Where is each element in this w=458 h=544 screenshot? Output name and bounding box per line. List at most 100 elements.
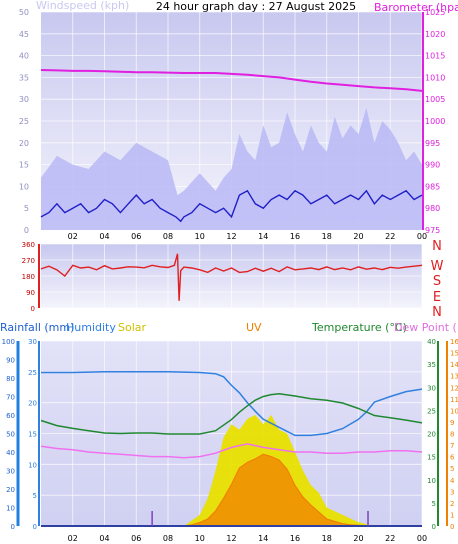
dew-point-tick-label: 1 <box>450 511 454 519</box>
x-tick-label: 20 <box>353 534 363 543</box>
humidity-tick-label: 20 <box>28 400 37 408</box>
dew-point-tick-label: 6 <box>450 454 455 462</box>
x-tick-label: 08 <box>163 534 173 543</box>
rain-tick-label: 90 <box>6 357 15 365</box>
wind-tick-label: 15 <box>19 161 29 170</box>
wind-tick-label: 40 <box>19 52 29 61</box>
x-tick-label: 10 <box>195 232 205 241</box>
direction-tick-label: 90 <box>26 289 35 297</box>
x-tick-label: 12 <box>226 534 236 543</box>
dew-point-tick-label: 0 <box>450 523 454 531</box>
rain-tick-label: 30 <box>6 468 15 476</box>
wind-tick-label: 20 <box>19 139 29 148</box>
barometer-line <box>40 69 423 92</box>
x-tick-label: 10 <box>195 534 205 543</box>
wind-tick-label: 35 <box>19 73 29 82</box>
dew-point-line <box>40 443 423 459</box>
legend-dew-point: Dew Point (°C) <box>394 321 458 334</box>
wind-average-line <box>40 189 423 223</box>
humidity-line <box>41 371 423 437</box>
dew-point-tick-label: 11 <box>450 396 458 404</box>
rain-tick-label: 60 <box>6 412 15 420</box>
barometer-tick-label: 1005 <box>425 95 445 104</box>
x-tick-label: 22 <box>385 534 395 543</box>
dew-point-tick-label: 14 <box>450 361 458 369</box>
x-tick-label: 12 <box>226 232 236 241</box>
dew-point-tick-label: 3 <box>450 488 454 496</box>
x-tick-label: 06 <box>131 534 141 543</box>
temperature-tick-label: 20 <box>427 431 436 439</box>
direction-tick-label: 270 <box>22 257 35 265</box>
dew-point-tick-label: 16 <box>450 338 458 346</box>
humidity-tick-label: 15 <box>28 431 37 439</box>
x-tick-label: 16 <box>290 534 300 543</box>
rain-tick-label: 70 <box>6 394 15 402</box>
x-tick-label: 14 <box>258 534 268 543</box>
dew-point-tick-label: 15 <box>450 350 458 358</box>
compass-label: E <box>433 290 441 305</box>
rain-tick-label: 0 <box>11 523 15 531</box>
wind-tick-label: 45 <box>19 30 29 39</box>
barometer-tick-label: 1000 <box>425 117 445 126</box>
x-tick-label: 00 <box>417 534 427 543</box>
wind-tick-label: 0 <box>24 226 29 235</box>
direction-tick-label: 180 <box>22 273 35 281</box>
uv-area <box>183 454 367 526</box>
compass-label: N <box>432 305 442 320</box>
wind-direction-line <box>40 253 423 301</box>
x-tick-label: 02 <box>68 534 78 543</box>
temperature-tick-label: 35 <box>427 361 436 369</box>
rain-tick-label: 20 <box>6 486 15 494</box>
temperature-tick-label: 0 <box>432 523 436 531</box>
direction-tick-label: 360 <box>22 241 35 249</box>
temperature-tick-label: 10 <box>427 477 436 485</box>
wind-axis-label: Windspeed (kph) <box>36 0 129 12</box>
dew-point-tick-label: 5 <box>450 465 454 473</box>
x-tick-label: 18 <box>322 534 332 543</box>
humidity-tick-label: 10 <box>28 461 37 469</box>
rain-tick-label: 50 <box>6 431 15 439</box>
compass-label: N <box>432 239 442 254</box>
x-tick-label: 04 <box>99 232 109 241</box>
x-tick-label: 14 <box>258 232 268 241</box>
temperature-tick-label: 40 <box>427 338 436 346</box>
rain-tick-label: 100 <box>2 338 15 346</box>
dew-point-tick-label: 12 <box>450 384 458 392</box>
legend-solar: Solar <box>118 321 147 334</box>
x-tick-label: 20 <box>353 232 363 241</box>
direction-tick-label: 0 <box>31 305 35 313</box>
barometer-tick-label: 990 <box>425 161 440 170</box>
chart-title: 24 hour graph day : 27 August 2025 <box>156 0 356 13</box>
barometer-tick-label: 1020 <box>425 30 445 39</box>
wind-tick-label: 10 <box>19 182 29 191</box>
x-tick-label: 08 <box>163 232 173 241</box>
temperature-tick-label: 15 <box>427 454 436 462</box>
rain-tick-label: 80 <box>6 375 15 383</box>
legend-rainfall: Rainfall (mm) <box>0 321 74 334</box>
x-tick-label: 18 <box>322 232 332 241</box>
wind-gust-area <box>41 107 422 230</box>
dew-point-tick-label: 10 <box>450 407 458 415</box>
x-tick-label: 04 <box>99 534 109 543</box>
compass-label: W <box>431 259 444 274</box>
compass-label: S <box>433 274 441 289</box>
barometer-tick-label: 1015 <box>425 52 445 61</box>
x-tick-label: 06 <box>131 232 141 241</box>
dew-point-tick-label: 8 <box>450 431 454 439</box>
dew-point-tick-label: 7 <box>450 442 454 450</box>
legend-uv: UV <box>246 321 262 334</box>
dew-point-tick-label: 2 <box>450 500 454 508</box>
legend-humidity: Humidity <box>66 321 116 334</box>
wind-tick-label: 25 <box>19 117 29 126</box>
x-tick-label: 16 <box>290 232 300 241</box>
humidity-tick-label: 5 <box>33 492 37 500</box>
uv-line <box>183 453 367 527</box>
barometer-tick-label: 975 <box>425 226 440 235</box>
dew-point-tick-label: 4 <box>450 477 455 485</box>
dew-point-tick-label: 13 <box>450 373 458 381</box>
humidity-tick-label: 25 <box>28 369 37 377</box>
barometer-tick-label: 1010 <box>425 73 445 82</box>
wind-tick-label: 50 <box>19 8 29 17</box>
dew-point-tick-label: 9 <box>450 419 454 427</box>
